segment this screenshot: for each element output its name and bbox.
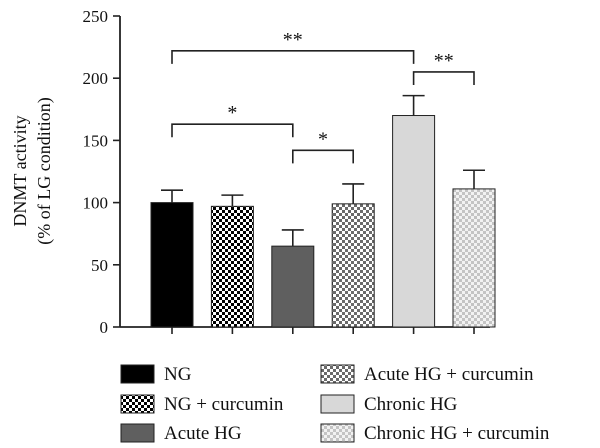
significance-label-0: * bbox=[227, 102, 237, 124]
bar-3 bbox=[331, 203, 375, 328]
bar-1 bbox=[210, 205, 254, 328]
bar-0 bbox=[150, 202, 194, 328]
legend-swatch-4 bbox=[320, 394, 355, 414]
legend-swatch-3 bbox=[320, 364, 355, 384]
significance-label-2: ** bbox=[283, 29, 303, 51]
y-tick-label: 150 bbox=[83, 131, 109, 150]
legend-label-3: Acute HG + curcumin bbox=[364, 364, 534, 385]
significance-bracket-1 bbox=[292, 149, 354, 164]
y-tick-label: 200 bbox=[83, 69, 109, 88]
y-axis-title-line2: (% of LG condition) bbox=[34, 97, 55, 244]
legend-swatch-0 bbox=[120, 364, 155, 384]
bar-2 bbox=[271, 245, 315, 328]
bar-4 bbox=[392, 115, 436, 328]
legend-label-0: NG bbox=[164, 364, 192, 385]
y-tick-label: 250 bbox=[83, 7, 109, 26]
y-tick-label: 100 bbox=[83, 194, 109, 213]
significance-bracket-0 bbox=[171, 123, 294, 138]
y-tick-label: 0 bbox=[100, 318, 109, 337]
legend-label-1: NG + curcumin bbox=[164, 394, 284, 415]
significance-bracket-2 bbox=[171, 50, 415, 64]
legend-swatch-5 bbox=[320, 423, 355, 443]
bar-5 bbox=[452, 188, 496, 328]
legend-label-5: Chronic HG + curcumin bbox=[364, 423, 550, 444]
significance-label-3: ** bbox=[434, 50, 454, 72]
legend-label-4: Chronic HG bbox=[364, 394, 458, 415]
y-tick-label: 50 bbox=[91, 256, 108, 275]
bars bbox=[150, 94, 496, 328]
legend-swatch-1 bbox=[120, 394, 155, 414]
legend-label-2: Acute HG bbox=[164, 423, 242, 444]
significance-brackets: ****** bbox=[171, 29, 475, 164]
y-axis-title-line1: DNMT activity bbox=[10, 115, 30, 226]
significance-label-1: * bbox=[318, 128, 328, 150]
legend-swatch-2 bbox=[120, 423, 155, 443]
significance-bracket-3 bbox=[412, 71, 475, 85]
legend: NG NG + curcumin Acute HG Acute HG + curcum… bbox=[120, 364, 550, 444]
